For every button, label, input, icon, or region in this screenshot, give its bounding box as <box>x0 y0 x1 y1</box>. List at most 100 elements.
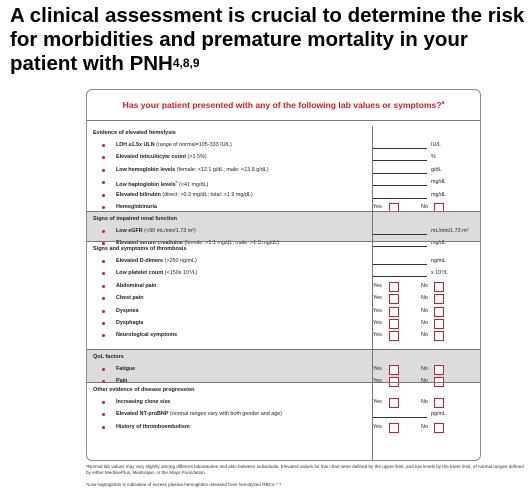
section-heading: QoL factors <box>93 354 124 360</box>
bullet-icon <box>102 193 105 197</box>
section-4: Other evidence of disease progression Inc… <box>87 382 480 460</box>
headline-refs: 4,8,9 <box>172 56 200 70</box>
no-label: No <box>421 282 428 289</box>
checklist-row: History of thromboembolism Yes No <box>87 422 480 435</box>
unit-label: pg/mL <box>431 411 446 418</box>
value-entry-line[interactable] <box>373 172 427 174</box>
checklist-row: Elevated serum creatinine (female: >1.1 … <box>87 239 480 251</box>
checklist-row: Fatigue Yes No <box>87 365 480 377</box>
checklist-row: Low haptoglobin levelsb (<41 mg/dL) mg/dL <box>87 178 480 190</box>
no-checkbox[interactable] <box>434 365 444 375</box>
bullet-icon <box>102 401 105 404</box>
yes-checkbox[interactable] <box>389 331 399 342</box>
no-checkbox[interactable] <box>434 422 444 433</box>
row-label: Elevated bilirubin (direct: >0.3 mg/dL; … <box>116 191 253 198</box>
no-label: No <box>421 423 428 430</box>
row-label: Dysphagia <box>116 320 144 326</box>
row-label: Fatigue <box>116 366 136 372</box>
value-entry-line[interactable] <box>373 246 427 248</box>
unit-label: x 10⁹/L <box>431 270 448 277</box>
row-label: Increasing clone size <box>116 399 171 405</box>
yes-checkbox[interactable] <box>389 281 399 292</box>
checklist-row: Abdominal pain Yes No <box>87 281 480 294</box>
yes-checkbox[interactable] <box>389 398 399 408</box>
yes-checkbox[interactable] <box>389 422 399 433</box>
yes-checkbox[interactable] <box>389 365 399 375</box>
no-label: No <box>421 366 428 372</box>
row-label: Hemoglobinuria <box>116 204 158 210</box>
yes-label: Yes <box>373 378 382 385</box>
bullet-icon <box>102 156 105 160</box>
no-label: No <box>421 295 428 302</box>
section-2: Signs and symptoms of thrombosis Elevated… <box>87 241 480 350</box>
no-checkbox[interactable] <box>434 306 444 317</box>
row-label: Chest pain <box>116 295 144 302</box>
yes-label: Yes <box>373 204 382 210</box>
row-label: Pain <box>116 378 128 385</box>
no-checkbox[interactable] <box>434 398 444 408</box>
checklist-title-note: a <box>441 100 445 106</box>
no-checkbox[interactable] <box>434 331 444 342</box>
yes-checkbox[interactable] <box>389 294 399 305</box>
yes-checkbox[interactable] <box>389 319 399 329</box>
checklist-row: LDH ≥1.5x ULN (range of normal=105-333 I… <box>87 141 480 153</box>
checklist-row: Chest pain Yes No <box>87 294 480 306</box>
bullet-icon <box>102 334 105 338</box>
value-entry-line[interactable] <box>373 264 427 265</box>
checklist-title: Has your patient presented with any of t… <box>87 100 480 110</box>
checklist-row: Dysphagia Yes No <box>87 319 480 331</box>
footnote-b: ᵇLow haptoglobin is indicative of excess… <box>86 482 281 487</box>
row-label: Low platelet count (<150x 10⁹/L) <box>116 270 198 277</box>
row-label: LDH ≥1.5x ULN (range of normal=105-333 I… <box>116 142 232 148</box>
checklist-row: Elevated NT-proBNP (normal ranges vary w… <box>87 410 480 422</box>
page-headline: A clinical assessment is crucial to dete… <box>10 4 525 76</box>
value-entry-line[interactable] <box>373 197 427 199</box>
value-entry-line[interactable] <box>373 160 427 162</box>
no-checkbox[interactable] <box>434 319 444 329</box>
row-label: Low hemoglobin levels (female: <12.1 g/d… <box>116 166 269 173</box>
value-entry-line[interactable] <box>373 148 427 149</box>
unit-label: ng/mL <box>431 258 446 264</box>
bullet-icon <box>102 380 105 384</box>
yes-label: Yes <box>373 295 382 302</box>
bullet-icon <box>102 322 105 325</box>
column-divider <box>372 126 373 460</box>
no-label: No <box>421 399 428 405</box>
no-label: No <box>421 204 428 210</box>
bullet-icon <box>102 368 105 371</box>
value-entry-line[interactable] <box>373 185 427 187</box>
bullet-icon <box>102 144 105 147</box>
unit-label: IU/L <box>431 142 441 148</box>
row-label: Low haptoglobin levelsb (<41 mg/dL) <box>116 180 209 188</box>
section-0: Evidence of elevated hemolysis LDH ≥1.5x … <box>87 126 480 213</box>
row-label: Elevated reticulocyte count (>1.5%) <box>116 154 207 161</box>
yes-label: Yes <box>373 282 382 289</box>
bullet-icon <box>102 260 105 263</box>
bullet-icon <box>102 206 105 209</box>
no-checkbox[interactable] <box>434 294 444 305</box>
row-label: Dyspnea <box>116 307 139 314</box>
unit-label: mL/min/1.73 m² <box>431 228 469 234</box>
no-label: No <box>421 378 428 385</box>
unit-label: mg/dL <box>431 191 446 198</box>
bullet-icon <box>102 230 105 233</box>
yes-checkbox[interactable] <box>389 306 399 317</box>
yes-label: Yes <box>373 399 382 405</box>
checklist-row: Elevated bilirubin (direct: >0.3 mg/dL; … <box>87 191 480 203</box>
row-label: Neurological symptoms <box>116 332 178 339</box>
checklist-row: Increasing clone size Yes No <box>87 398 480 410</box>
bullet-icon <box>102 168 105 172</box>
no-label: No <box>421 307 428 314</box>
headline-text: A clinical assessment is crucial to dete… <box>10 4 525 75</box>
no-label: No <box>421 332 428 339</box>
no-checkbox[interactable] <box>434 281 444 292</box>
value-entry-line[interactable] <box>373 417 427 419</box>
checklist-row: Elevated D-dimers (>250 ng/mL) ng/mL <box>87 257 480 269</box>
value-entry-line[interactable] <box>373 276 427 278</box>
no-label: No <box>421 320 428 326</box>
row-label: Abdominal pain <box>116 282 157 289</box>
unit-label: mg/dL <box>431 179 446 186</box>
value-entry-line[interactable] <box>373 234 427 235</box>
bullet-icon <box>102 413 105 417</box>
bullet-icon <box>102 272 105 276</box>
